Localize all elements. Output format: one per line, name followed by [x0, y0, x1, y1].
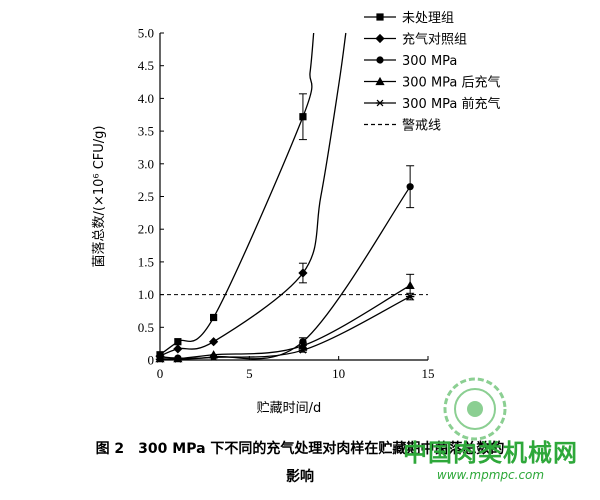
- y-tick-label: 3.0: [138, 156, 154, 171]
- watermark-logo-icon: [443, 377, 507, 441]
- data-point: [209, 337, 219, 347]
- legend-marker: [375, 99, 385, 107]
- y-tick-label: 4.5: [138, 58, 154, 73]
- y-tick-label: 2.5: [138, 189, 154, 204]
- series-layer: [155, 32, 415, 363]
- data-point: [298, 346, 308, 354]
- legend-marker: [375, 76, 385, 86]
- legend-label: 300 MPa: [402, 54, 457, 69]
- y-tick-label: 3.5: [138, 124, 154, 139]
- legend-label: 警戒线: [402, 118, 441, 134]
- legend-label: 300 MPa 前充气: [402, 96, 501, 112]
- data-point: [406, 183, 414, 191]
- legend-entry-2: 300 MPa: [364, 54, 457, 69]
- data-point: [405, 293, 415, 300]
- series-4: [155, 292, 415, 363]
- legend-marker: [375, 33, 385, 44]
- x-tick-label: 5: [246, 366, 253, 381]
- watermark-url: www.mpmpc.com: [436, 468, 545, 482]
- y-tick-label: 1.5: [138, 254, 154, 269]
- y-tick-label: 0: [148, 353, 155, 368]
- data-point: [405, 280, 415, 290]
- series-line: [159, 32, 347, 357]
- data-point: [174, 338, 182, 346]
- y-tick-label: 4.0: [138, 91, 154, 106]
- x-axis-title: 贮藏时间/d: [257, 401, 322, 416]
- data-point: [299, 113, 307, 121]
- figure-caption-line-2: 影响: [286, 469, 314, 485]
- chart: 0 0.5 1.0 1.5 2.0 2.5 3.0 3.5 4.0 4.5 5.0 0 5 10 15 贮藏时…: [92, 11, 501, 417]
- legend-label: 充气对照组: [402, 32, 467, 48]
- data-point: [173, 355, 183, 363]
- figure-caption-line-1: 图 2 300 MPa 下不同的充气处理对肉样在贮藏期中菌落总数的: [95, 441, 505, 457]
- y-axis-title: 菌落总数/(×10⁶ CFU/g): [92, 125, 107, 267]
- series-line: [159, 186, 411, 360]
- x-tick-label: 15: [422, 366, 435, 381]
- legend-entry-1: 充气对照组: [364, 32, 467, 48]
- data-point: [298, 268, 308, 278]
- data-point: [210, 313, 218, 322]
- legend-entry-0: 未处理组: [364, 11, 454, 26]
- y-tick-label: 0.5: [138, 320, 154, 335]
- x-tick-label: 10: [332, 366, 345, 381]
- x-tick-label: 0: [157, 366, 164, 381]
- legend-label: 未处理组: [402, 11, 454, 26]
- data-point: [209, 350, 219, 359]
- series-1: [155, 32, 347, 361]
- legend-entry-4: 300 MPa 前充气: [364, 96, 501, 112]
- legend-label: 300 MPa 后充气: [402, 75, 501, 91]
- series-2: [156, 165, 415, 362]
- legend-marker: [376, 56, 384, 64]
- y-tick-label: 2.0: [138, 222, 154, 237]
- axes: 0 0.5 1.0 1.5 2.0 2.5 3.0 3.5 4.0 4.5 5.0 0 5 10 15 贮藏时…: [92, 26, 435, 417]
- y-tick-label: 5.0: [138, 26, 154, 41]
- data-point: [209, 353, 218, 361]
- data-point: [173, 344, 183, 354]
- watermark: 中国肉类机械网 www.mpmpc.com: [403, 433, 578, 482]
- y-tick-label: 1.0: [138, 287, 154, 302]
- legend-marker: [376, 13, 384, 21]
- legend-entry-3: 300 MPa 后充气: [364, 75, 501, 91]
- series-line: [159, 32, 315, 356]
- series-0: [156, 32, 315, 359]
- watermark-title: 中国肉类机械网: [403, 439, 578, 467]
- legend-entry-5: 警戒线: [364, 118, 441, 134]
